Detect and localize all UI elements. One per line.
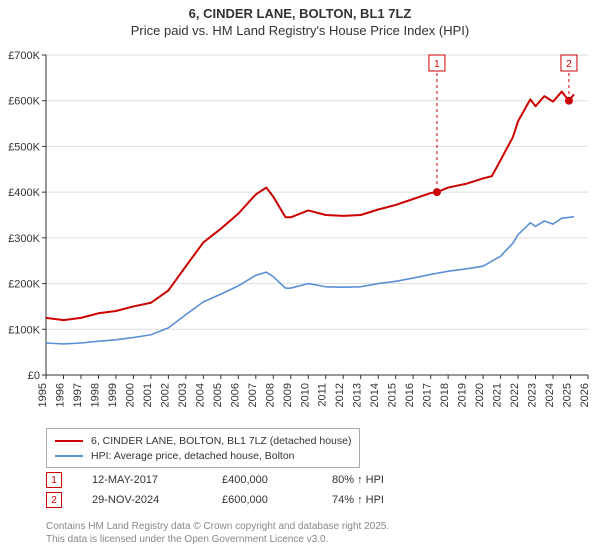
marker-delta-2: 74% ↑ HPI <box>332 494 384 506</box>
svg-text:2007: 2007 <box>247 383 259 407</box>
marker-date-2: 29-NOV-2024 <box>92 494 222 506</box>
svg-text:1996: 1996 <box>54 383 66 407</box>
legend-row-2: HPI: Average price, detached house, Bolt… <box>55 448 351 463</box>
svg-text:2008: 2008 <box>264 383 276 407</box>
svg-text:£400K: £400K <box>8 187 40 199</box>
marker-row-2: 2 29-NOV-2024 £600,000 74% ↑ HPI <box>46 490 384 510</box>
footer-attribution: Contains HM Land Registry data © Crown c… <box>46 520 389 546</box>
svg-text:2004: 2004 <box>194 383 206 407</box>
svg-text:2005: 2005 <box>212 383 224 407</box>
marker-delta-1: 80% ↑ HPI <box>332 474 384 486</box>
svg-text:2013: 2013 <box>352 383 364 407</box>
svg-text:£300K: £300K <box>8 233 40 245</box>
svg-text:£700K: £700K <box>8 50 40 62</box>
svg-text:2010: 2010 <box>299 383 311 407</box>
chart-title-block: 6, CINDER LANE, BOLTON, BL1 7LZ Price pa… <box>0 0 600 38</box>
legend-swatch-series2 <box>55 455 83 457</box>
svg-text:2006: 2006 <box>229 383 241 407</box>
svg-text:2012: 2012 <box>334 383 346 407</box>
svg-text:2018: 2018 <box>439 383 451 407</box>
svg-text:1998: 1998 <box>89 383 101 407</box>
chart-subtitle: Price paid vs. HM Land Registry's House … <box>0 23 600 38</box>
footer-line1: Contains HM Land Registry data © Crown c… <box>46 520 389 533</box>
svg-text:2020: 2020 <box>474 383 486 407</box>
svg-text:£200K: £200K <box>8 279 40 291</box>
marker-table: 1 12-MAY-2017 £400,000 80% ↑ HPI 2 29-NO… <box>46 470 384 510</box>
svg-text:2003: 2003 <box>177 383 189 407</box>
svg-text:2009: 2009 <box>282 383 294 407</box>
svg-text:2: 2 <box>566 59 572 70</box>
chart-title-address: 6, CINDER LANE, BOLTON, BL1 7LZ <box>0 6 600 21</box>
legend-label-series1: 6, CINDER LANE, BOLTON, BL1 7LZ (detache… <box>91 435 351 447</box>
svg-text:2025: 2025 <box>562 383 574 407</box>
svg-text:2014: 2014 <box>369 383 381 407</box>
svg-text:£600K: £600K <box>8 96 40 108</box>
svg-text:2022: 2022 <box>509 383 521 407</box>
svg-text:1999: 1999 <box>107 383 119 407</box>
legend-swatch-series1 <box>55 440 83 442</box>
svg-text:2011: 2011 <box>317 383 329 407</box>
svg-text:£500K: £500K <box>8 141 40 153</box>
svg-text:2024: 2024 <box>544 383 556 407</box>
svg-text:2021: 2021 <box>492 383 504 407</box>
svg-text:1995: 1995 <box>37 383 49 407</box>
svg-text:1997: 1997 <box>72 383 84 407</box>
marker-date-1: 12-MAY-2017 <box>92 474 222 486</box>
chart-area: £0 £100K £200K £300K £400K £500K £600K £700K 199… <box>0 45 600 420</box>
svg-text:2019: 2019 <box>457 383 469 407</box>
svg-text:2002: 2002 <box>159 383 171 407</box>
svg-text:2017: 2017 <box>422 383 434 407</box>
legend: 6, CINDER LANE, BOLTON, BL1 7LZ (detache… <box>46 428 360 468</box>
footer-line2: This data is licensed under the Open Gov… <box>46 533 389 546</box>
legend-label-series2: HPI: Average price, detached house, Bolt… <box>91 450 295 462</box>
svg-text:1: 1 <box>434 59 440 70</box>
svg-text:2000: 2000 <box>124 383 136 407</box>
svg-text:2016: 2016 <box>404 383 416 407</box>
marker-badge-1: 1 <box>46 472 62 488</box>
marker-price-2: £600,000 <box>222 494 332 506</box>
legend-row-1: 6, CINDER LANE, BOLTON, BL1 7LZ (detache… <box>55 433 351 448</box>
marker-badge-2: 2 <box>46 492 62 508</box>
svg-text:£100K: £100K <box>8 324 40 336</box>
svg-text:2023: 2023 <box>527 383 539 407</box>
chart-svg: £0 £100K £200K £300K £400K £500K £600K £700K 199… <box>0 45 600 420</box>
svg-text:2001: 2001 <box>142 383 154 407</box>
svg-text:2026: 2026 <box>579 383 591 407</box>
marker-price-1: £400,000 <box>222 474 332 486</box>
svg-text:2015: 2015 <box>387 383 399 407</box>
marker-row-1: 1 12-MAY-2017 £400,000 80% ↑ HPI <box>46 470 384 490</box>
svg-text:£0: £0 <box>28 370 40 382</box>
